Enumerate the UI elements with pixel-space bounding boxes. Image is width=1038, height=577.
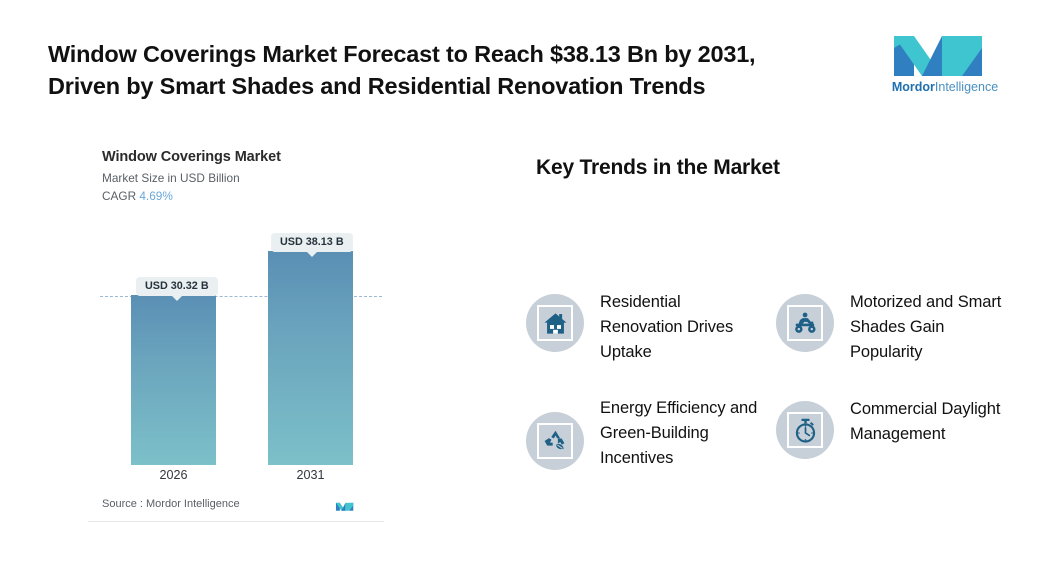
trends-panel-title: Key Trends in the Market <box>536 156 780 179</box>
trend-item-label: Residential Renovation Drives Uptake <box>600 293 734 361</box>
icon-frame <box>787 412 823 448</box>
house-icon-circle <box>526 294 584 352</box>
chart-title: Window Coverings Market <box>102 149 281 165</box>
recycle-leaf-icon <box>544 430 564 449</box>
icon-frame <box>787 305 823 341</box>
market-size-chart-card: Window Coverings Market Market Size in U… <box>88 138 384 522</box>
chart-source-text: Source : Mordor Intelligence <box>102 498 240 510</box>
brand-word-thin: Intelligence <box>934 80 999 94</box>
chart-cagr-label: CAGR <box>102 189 137 203</box>
trend-item-motorized-smart-shades: Motorized and Smart Shades Gain Populari… <box>776 290 1016 365</box>
stopwatch-icon-circle <box>776 401 834 459</box>
recycle-leaf-icon-circle <box>526 412 584 470</box>
trend-item-label: Commercial Daylight Management <box>850 400 1001 443</box>
chart-reference-line <box>100 296 382 297</box>
trend-item-label: Energy Efficiency and Green-Building Inc… <box>600 399 758 467</box>
house-icon <box>543 312 567 334</box>
bar-2026 <box>131 295 216 465</box>
atv-icon-circle <box>776 294 834 352</box>
trend-item-label: Motorized and Smart Shades Gain Populari… <box>850 293 1002 361</box>
headline-line-1: Window Coverings Market Forecast to Reac… <box>48 41 756 67</box>
bar-value-label-2031: USD 38.13 B <box>271 233 353 257</box>
stopwatch-icon <box>795 418 815 443</box>
brand-logo: MordorIntelligence <box>884 28 1006 103</box>
page-title: Window Coverings Market Forecast to Reac… <box>48 38 838 102</box>
bar-2031 <box>268 251 353 465</box>
x-axis-tick-2031: 2031 <box>296 468 325 482</box>
icon-frame <box>537 423 573 459</box>
chart-plot-area: USD 30.32 B USD 38.13 B 2026 2031 <box>88 138 384 522</box>
atv-icon <box>794 312 816 333</box>
headline-line-2: Driven by Smart Shades and Residential R… <box>48 73 706 99</box>
mordor-intelligence-mark-icon <box>894 36 982 76</box>
brand-word-bold: Mordor <box>891 80 935 94</box>
bar-value-label-2026: USD 30.32 B <box>136 277 218 301</box>
brand-wordmark: MordorIntelligence <box>884 80 1006 94</box>
chart-subtitle: Market Size in USD Billion <box>102 171 240 185</box>
trend-item-commercial-daylight: Commercial Daylight Management <box>776 397 1016 459</box>
chart-cagr-value: 4.69% <box>139 189 173 203</box>
chart-source-row: Source : Mordor Intelligence <box>102 498 372 516</box>
x-axis-tick-2026: 2026 <box>159 468 188 482</box>
icon-frame <box>537 305 573 341</box>
chart-cagr: CAGR 4.69% <box>102 189 173 203</box>
header: Window Coverings Market Forecast to Reac… <box>0 0 1038 120</box>
trend-item-energy-efficiency: Energy Efficiency and Green-Building Inc… <box>526 396 766 471</box>
mordor-intelligence-mark-icon-small <box>335 502 354 511</box>
trend-item-residential-renovation: Residential Renovation Drives Uptake <box>526 290 766 365</box>
